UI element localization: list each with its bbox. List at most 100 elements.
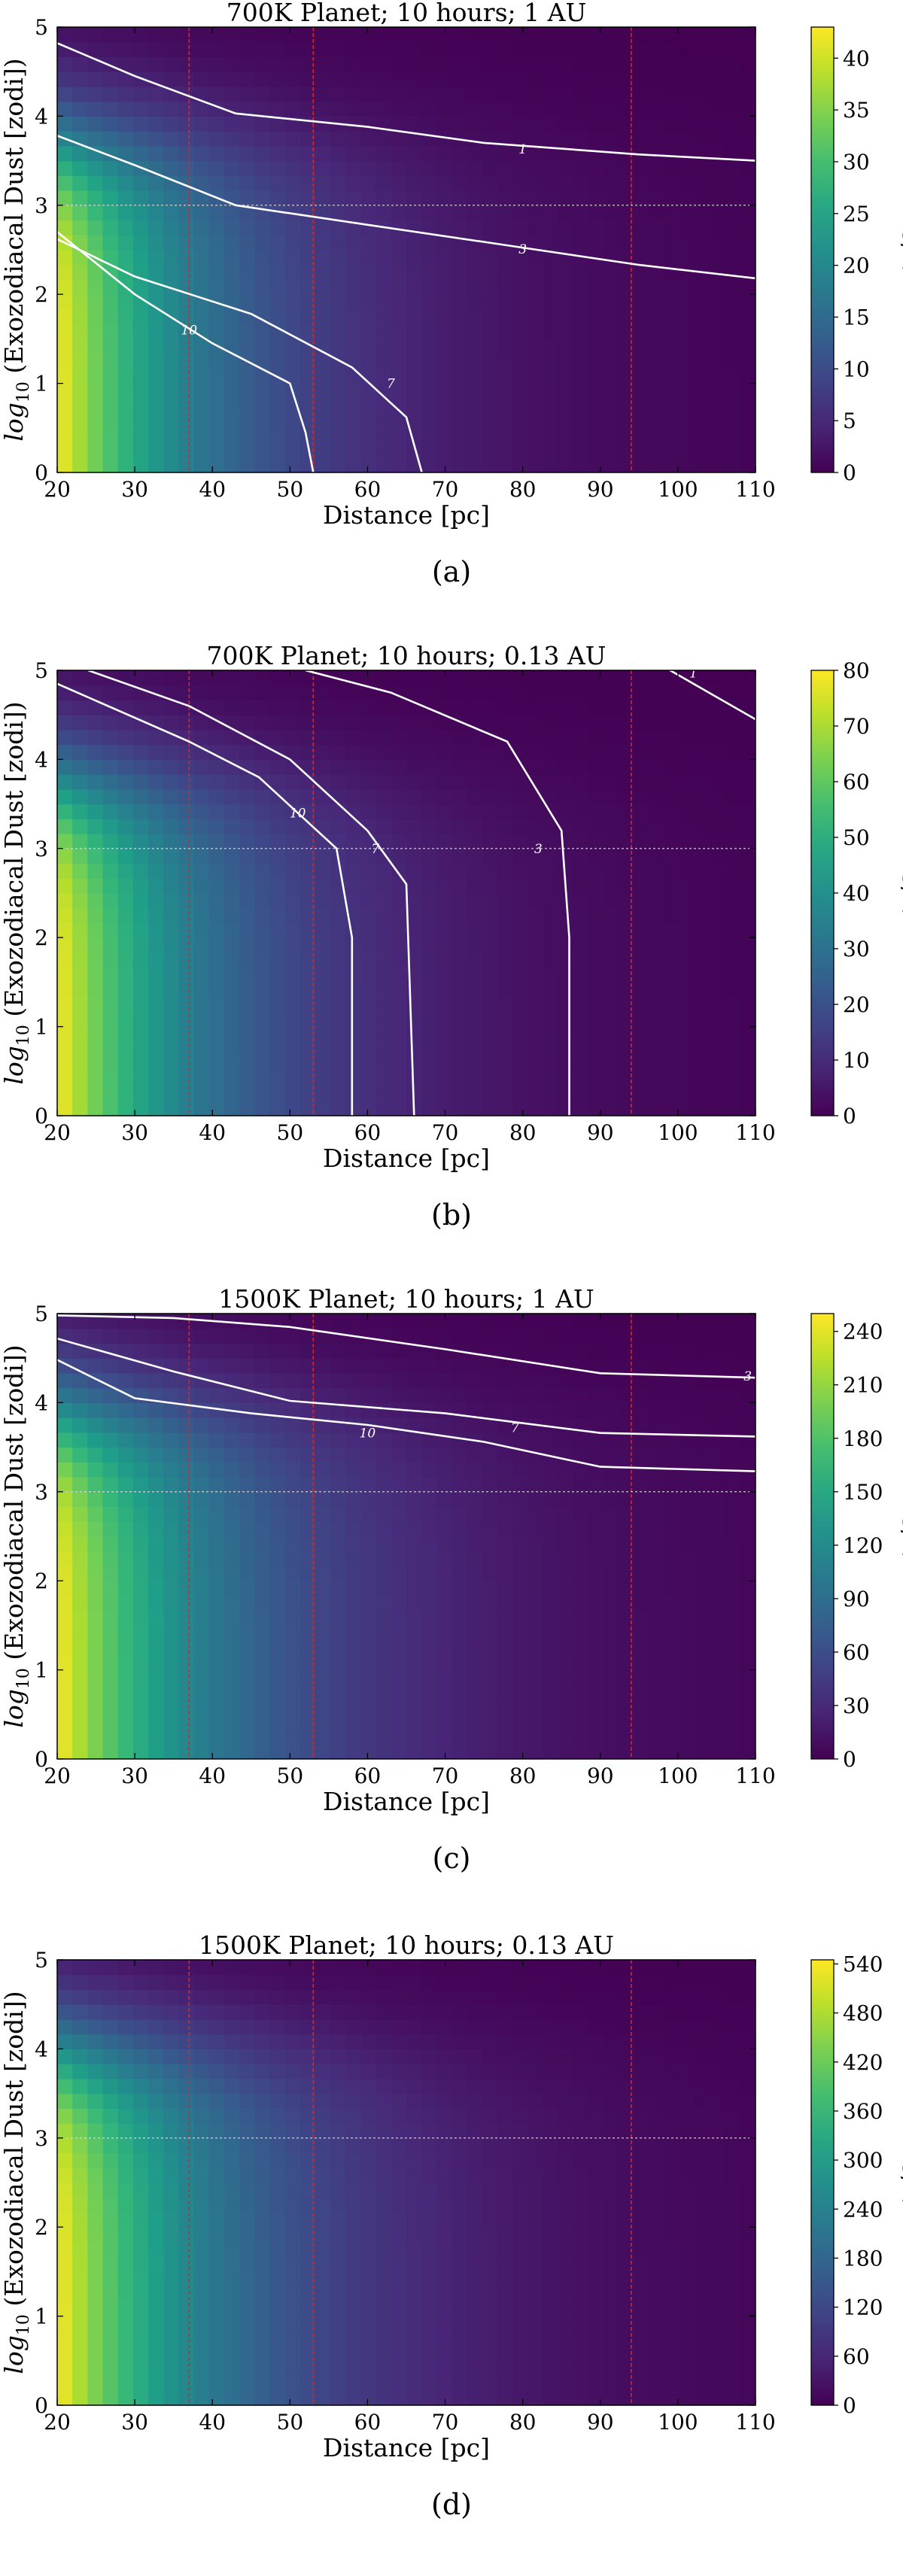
heatmap-cell (209, 2138, 225, 2153)
heatmap-cell (604, 670, 619, 685)
heatmap-cell (315, 2257, 331, 2272)
heatmap-cell (72, 443, 88, 458)
heatmap-cell (573, 294, 589, 309)
heatmap-cell (695, 175, 710, 190)
heatmap-cell (209, 398, 225, 413)
heatmap-cell (497, 1056, 513, 1071)
heatmap-cell (300, 1551, 316, 1566)
heatmap-cell (421, 1730, 437, 1745)
heatmap-cell (452, 324, 468, 339)
heatmap-cell (345, 1041, 361, 1056)
heatmap-cell (285, 2212, 301, 2227)
heatmap-cell (148, 952, 164, 968)
heatmap-cell (269, 2167, 285, 2183)
heatmap-cell (133, 1625, 149, 1640)
heatmap-cell (103, 804, 119, 819)
contour-label: 1 (518, 142, 527, 157)
heatmap-cell (649, 789, 665, 804)
x-tick-label: 90 (587, 1120, 614, 1145)
heatmap-cell (209, 1596, 225, 1611)
heatmap-cell (695, 1551, 710, 1566)
heatmap-cell (436, 1086, 452, 1101)
heatmap-cell (163, 849, 179, 864)
heatmap-cell (740, 1027, 756, 1042)
heatmap-cell (634, 1358, 650, 1373)
heatmap-cell (133, 2331, 149, 2346)
heatmap-cell (148, 2064, 164, 2079)
heatmap-cell (118, 2019, 134, 2034)
heatmap-cell (360, 759, 376, 774)
heatmap-cell (467, 1611, 483, 1626)
heatmap-cell (72, 1447, 88, 1463)
heatmap-cell (680, 205, 695, 220)
heatmap-cell (725, 309, 741, 324)
heatmap-cell (330, 1715, 346, 1730)
heatmap-cell (360, 443, 376, 458)
heatmap-cell (163, 354, 179, 369)
heatmap-cell (315, 1101, 331, 1116)
heatmap-cell (178, 2034, 194, 2049)
heatmap-cell (87, 1715, 103, 1730)
heatmap-cell (467, 428, 483, 443)
heatmap-cell (376, 1521, 392, 1536)
heatmap-cell (497, 161, 513, 176)
heatmap-cell (452, 1655, 468, 1670)
heatmap-cell (680, 1684, 695, 1700)
heatmap-cell (360, 116, 376, 131)
heatmap-cell (680, 443, 695, 458)
heatmap-cell (72, 324, 88, 339)
heatmap-cell (148, 1625, 164, 1640)
heatmap-cell (345, 2361, 361, 2376)
heatmap-cell (285, 1670, 301, 1685)
heatmap-cell (376, 1581, 392, 1596)
heatmap-cell (436, 250, 452, 265)
heatmap-cell (118, 908, 134, 923)
heatmap-cell (664, 789, 680, 804)
heatmap-cell (588, 952, 604, 968)
heatmap-cell (710, 443, 725, 458)
heatmap-cell (664, 1492, 680, 1507)
heatmap-cell (118, 220, 134, 235)
heatmap-cell (467, 937, 483, 952)
heatmap-cell (57, 834, 73, 849)
heatmap-cell (740, 878, 756, 893)
heatmap-cell (740, 1521, 756, 1536)
heatmap-cell (604, 102, 619, 117)
heatmap-cell (436, 1101, 452, 1116)
heatmap-cell (604, 1640, 619, 1655)
heatmap-cell (528, 759, 543, 774)
heatmap-cell (740, 730, 756, 745)
heatmap-cell (695, 1700, 710, 1715)
heatmap-cell (725, 789, 741, 804)
heatmap-cell (649, 715, 665, 730)
heatmap-cell (528, 102, 543, 117)
heatmap-cell (573, 71, 589, 87)
heatmap-cell (619, 428, 634, 443)
heatmap-cell (224, 1684, 240, 1700)
heatmap-cell (588, 834, 604, 849)
heatmap-cell (103, 982, 119, 997)
heatmap-cell (300, 205, 316, 220)
heatmap-cell (254, 804, 270, 819)
heatmap-cell (72, 2079, 88, 2094)
heatmap-cell (330, 2257, 346, 2272)
heatmap-cell (573, 1700, 589, 1715)
heatmap-cell (209, 2227, 225, 2242)
heatmap-cell (330, 2153, 346, 2168)
heatmap-cell (649, 413, 665, 428)
heatmap-cell (148, 398, 164, 413)
heatmap-cell (695, 730, 710, 745)
heatmap-cell (148, 42, 164, 57)
heatmap-cell (543, 789, 559, 804)
heatmap-cell (740, 982, 756, 997)
heatmap-cell (148, 1581, 164, 1596)
heatmap-cell (118, 2049, 134, 2064)
heatmap-cell (148, 131, 164, 146)
heatmap-cell (315, 2390, 331, 2405)
heatmap-cell (512, 339, 528, 354)
heatmap-cell (103, 116, 119, 131)
heatmap-cell (254, 413, 270, 428)
heatmap-cell (558, 324, 574, 339)
heatmap-cell (330, 715, 346, 730)
heatmap-cell (345, 700, 361, 715)
